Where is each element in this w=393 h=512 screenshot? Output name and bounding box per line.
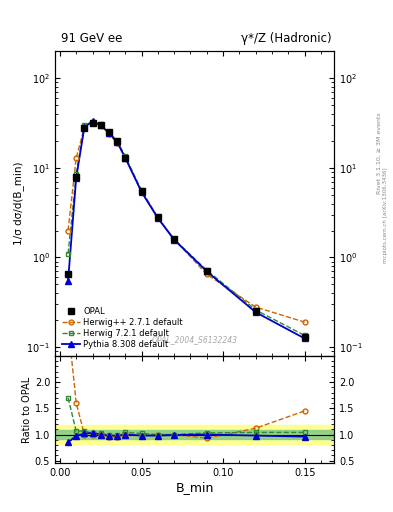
Bar bbox=[55, 430, 334, 439]
Text: 91 GeV ee: 91 GeV ee bbox=[61, 32, 122, 45]
Y-axis label: Ratio to OPAL: Ratio to OPAL bbox=[22, 376, 32, 443]
Text: γ*/Z (Hadronic): γ*/Z (Hadronic) bbox=[241, 32, 332, 45]
Text: mcplots.cern.ch [arXiv:1306.3436]: mcplots.cern.ch [arXiv:1306.3436] bbox=[384, 167, 388, 263]
Text: Rivet 3.1.10, ≥ 3M events: Rivet 3.1.10, ≥ 3M events bbox=[377, 113, 382, 195]
Text: OPAL_2004_S6132243: OPAL_2004_S6132243 bbox=[152, 335, 237, 344]
Y-axis label: 1/σ dσ/d(B_min): 1/σ dσ/d(B_min) bbox=[13, 162, 24, 245]
X-axis label: B_min: B_min bbox=[175, 481, 214, 494]
Bar bbox=[55, 425, 334, 444]
Legend: OPAL, Herwig++ 2.7.1 default, Herwig 7.2.1 default, Pythia 8.308 default: OPAL, Herwig++ 2.7.1 default, Herwig 7.2… bbox=[59, 305, 185, 352]
